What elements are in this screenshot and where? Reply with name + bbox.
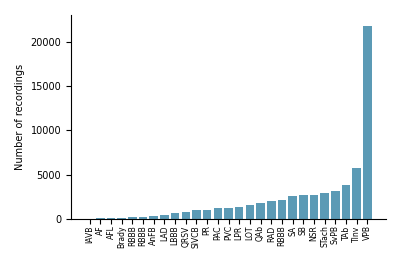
Bar: [352, 168, 361, 219]
Bar: [310, 195, 318, 219]
Bar: [331, 191, 340, 219]
Bar: [277, 200, 286, 219]
Bar: [363, 26, 372, 219]
Bar: [299, 195, 308, 219]
Bar: [139, 217, 147, 219]
Bar: [107, 218, 115, 219]
Bar: [256, 203, 265, 219]
Bar: [150, 216, 158, 219]
Bar: [214, 209, 222, 219]
Bar: [245, 205, 254, 219]
Bar: [235, 207, 243, 219]
Bar: [224, 208, 233, 219]
Bar: [203, 210, 211, 219]
Bar: [267, 201, 275, 219]
Bar: [160, 215, 169, 219]
Bar: [320, 193, 329, 219]
Bar: [342, 185, 350, 219]
Bar: [192, 210, 201, 219]
Bar: [288, 196, 297, 219]
Bar: [128, 217, 137, 219]
Y-axis label: Number of recordings: Number of recordings: [15, 64, 25, 170]
Bar: [96, 218, 105, 219]
Bar: [117, 218, 126, 219]
Bar: [171, 213, 179, 219]
Bar: [182, 212, 190, 219]
